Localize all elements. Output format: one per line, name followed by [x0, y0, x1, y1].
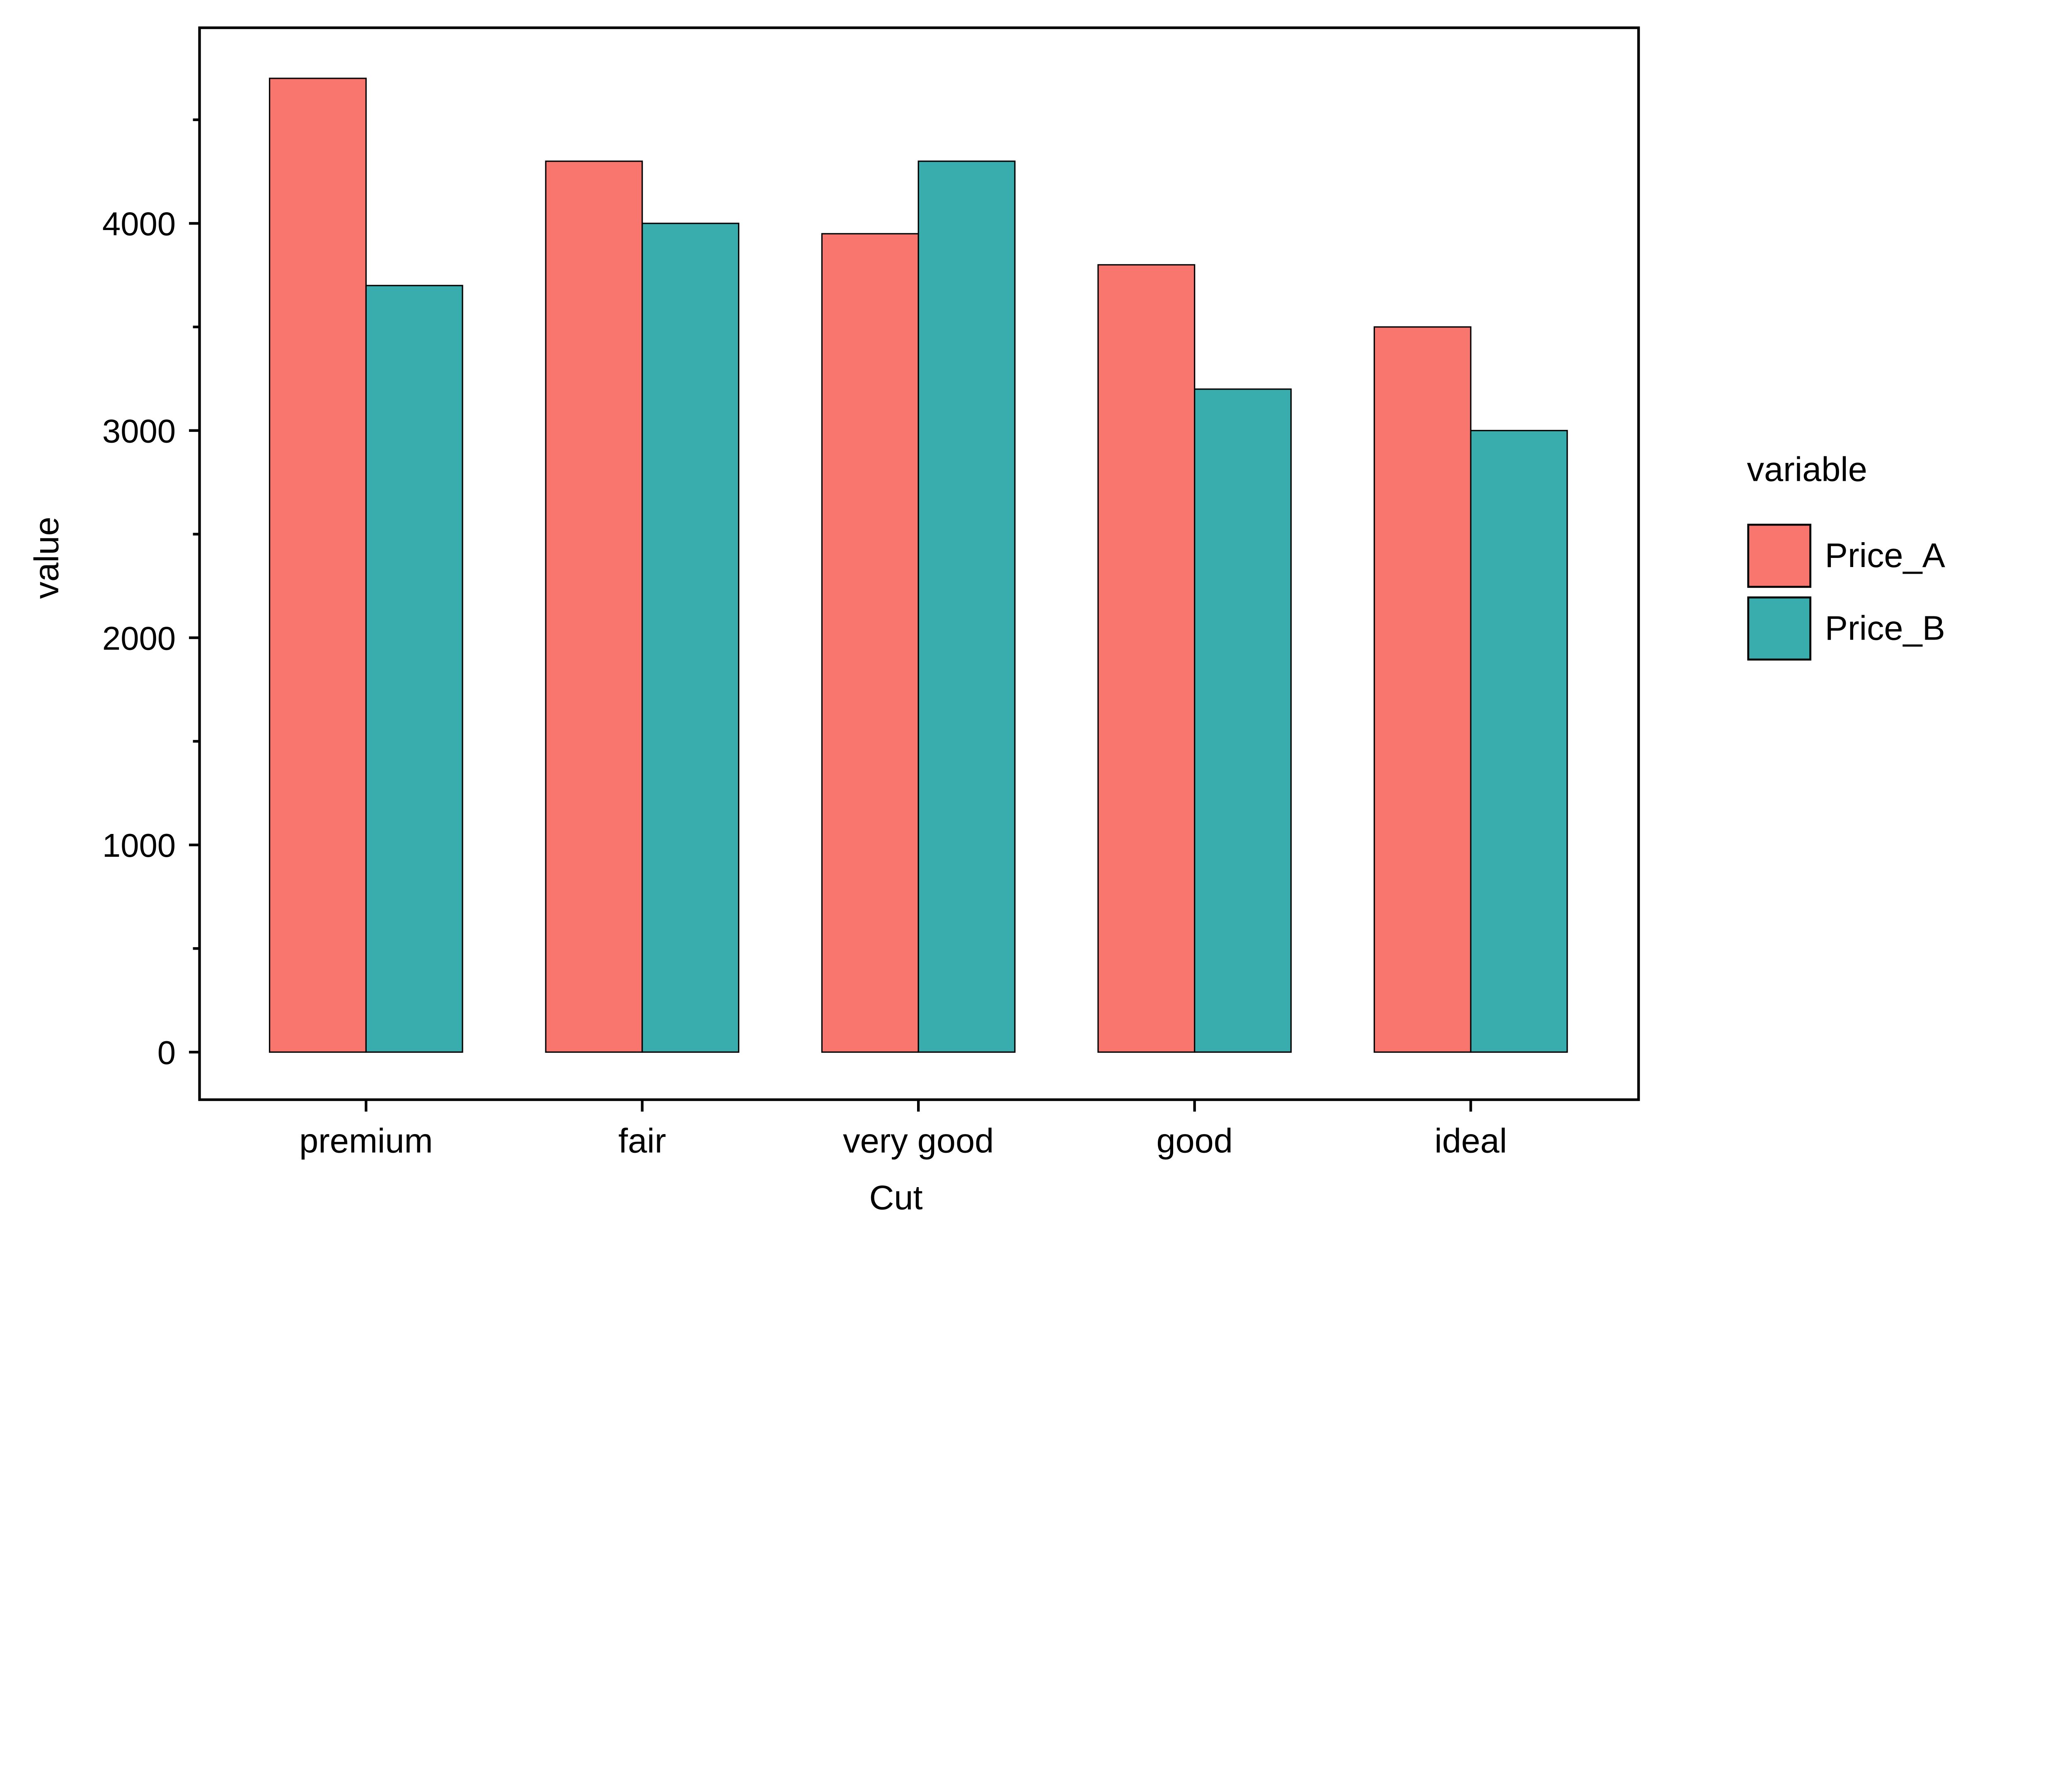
bar-chart: 0 1000 2000 3000 4000 premium fair very good go… — [27, 26, 1946, 1217]
y-tick-label: 1000 — [102, 827, 176, 864]
y-tick-label: 0 — [157, 1034, 176, 1071]
legend-title: variable — [1747, 450, 1867, 489]
bar-price-b-very-good — [917, 160, 1016, 1053]
bar-price-a-good — [1097, 264, 1196, 1053]
x-tick-label: good — [1156, 1122, 1232, 1160]
y-tick-label: 4000 — [102, 206, 176, 242]
bar-price-a-fair — [545, 160, 643, 1053]
legend: variable Price_A Price_B — [1747, 450, 1946, 661]
bar-price-a-premium — [269, 78, 367, 1053]
bar-price-b-premium — [365, 285, 463, 1053]
y-axis-label: value — [27, 517, 65, 599]
bar-price-a-very-good — [821, 233, 919, 1053]
bar-price-b-good — [1194, 388, 1292, 1053]
x-tick-label: premium — [299, 1122, 433, 1160]
bar-price-a-ideal — [1373, 326, 1472, 1053]
x-axis-label: Cut — [869, 1178, 922, 1217]
x-tick-label: fair — [618, 1122, 666, 1160]
legend-swatch — [1747, 596, 1812, 661]
legend-label: Price_B — [1825, 608, 1945, 647]
bar-price-b-fair — [641, 223, 740, 1053]
bar-price-b-ideal — [1470, 430, 1568, 1053]
y-tick-label: 3000 — [102, 412, 176, 449]
x-tick-label: very good — [843, 1122, 994, 1160]
legend-label: Price_A — [1825, 536, 1946, 574]
legend-swatch — [1747, 524, 1812, 588]
y-tick-label: 2000 — [102, 620, 176, 657]
x-tick-label: ideal — [1435, 1122, 1507, 1160]
